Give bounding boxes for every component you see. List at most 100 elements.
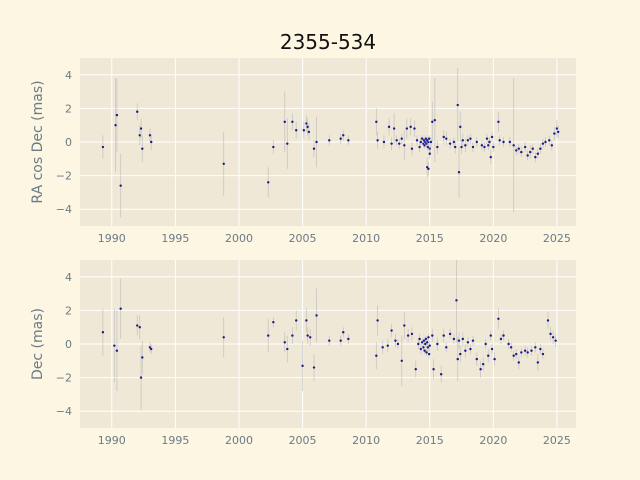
dec-data-point	[267, 334, 270, 337]
ra-data-point	[457, 171, 461, 174]
dec-data-point	[315, 314, 318, 317]
ra-panel: 1990 1995 2000 2005 2010 2015 2020 2025 −4 −2 0 2 4 R…	[30, 58, 576, 245]
dec-data-point	[113, 344, 116, 347]
ra-data-point	[295, 129, 298, 132]
dec-data-point	[119, 307, 122, 310]
dec-data-point	[328, 339, 331, 342]
dec-data-point	[339, 339, 342, 342]
ra-data-point	[420, 137, 424, 140]
ra-data-point	[424, 137, 428, 140]
ra-data-point	[534, 155, 537, 159]
dec-data-point	[222, 336, 225, 339]
dec-data-point	[448, 332, 452, 336]
ra-data-point	[488, 140, 491, 144]
dec-data-point	[403, 324, 406, 327]
dec-data-point	[456, 357, 459, 361]
ra-data-point	[272, 145, 275, 149]
dec-data-point	[150, 347, 153, 351]
ra-data-point	[291, 120, 294, 124]
dec-data-point	[427, 336, 430, 339]
dec-data-point	[138, 326, 141, 329]
dec-data-point	[520, 351, 523, 354]
ra-data-point	[139, 127, 143, 130]
dec-xtick-label: 2000	[225, 434, 253, 447]
dec-data-point	[347, 337, 350, 341]
ra-points	[101, 68, 560, 218]
ra-y-axis-label: RA cos Dec (mas)	[30, 80, 46, 203]
dec-data-point	[549, 332, 552, 336]
dec-data-point	[291, 334, 294, 337]
dec-ytick-label: 0	[65, 338, 72, 351]
ra-ytick-label: 2	[65, 102, 72, 115]
dec-panel: 1990 1995 2000 2005 2010 2015 2020 2025 −4 −2 0 2 4 D…	[30, 260, 576, 447]
dec-data-point	[301, 364, 304, 368]
dec-data-point	[419, 347, 423, 351]
dec-data-point	[457, 339, 461, 342]
ra-data-point	[305, 122, 308, 125]
dec-data-point	[375, 354, 378, 357]
dec-data-point	[376, 319, 379, 322]
dec-data-point	[136, 324, 139, 327]
ra-data-point	[410, 147, 414, 150]
dec-data-point	[305, 319, 308, 322]
dec-data-point	[400, 359, 403, 362]
ra-xtick-label: 1995	[161, 232, 189, 245]
dec-data-point	[423, 349, 426, 352]
ra-data-point	[526, 154, 529, 157]
ra-data-point	[487, 144, 490, 147]
dec-points	[101, 260, 557, 410]
dec-xtick-label: 2010	[352, 434, 380, 447]
ra-data-point	[328, 139, 331, 142]
dec-data-point	[475, 357, 478, 361]
ra-data-point	[498, 139, 501, 142]
dec-data-point	[546, 319, 550, 322]
ra-xtick-label: 2020	[479, 232, 507, 245]
dec-data-point	[523, 349, 527, 352]
dec-data-point	[431, 334, 434, 337]
ra-data-point	[141, 147, 144, 150]
ra-data-point	[427, 137, 431, 140]
ra-data-point	[456, 103, 459, 107]
dec-data-point	[489, 334, 492, 337]
dec-data-point	[493, 357, 496, 361]
dec-data-point	[541, 352, 545, 356]
dec-data-point	[424, 342, 427, 346]
ra-data-point	[222, 162, 225, 166]
ra-data-point	[302, 129, 306, 132]
dec-data-point	[286, 347, 289, 351]
ra-data-point	[539, 147, 542, 150]
dec-data-point	[295, 319, 298, 322]
dec-data-point	[425, 351, 428, 354]
ra-data-point	[286, 142, 289, 145]
ra-data-point	[400, 137, 403, 140]
ra-ytick-label: −4	[56, 203, 72, 216]
ra-data-point	[485, 137, 489, 140]
dec-data-point	[455, 299, 458, 302]
ra-data-point	[415, 139, 419, 142]
dec-xtick-label: 2025	[543, 434, 571, 447]
ra-data-point	[422, 139, 426, 142]
ra-data-point	[395, 139, 398, 142]
dec-data-point	[452, 337, 456, 341]
dec-data-point	[428, 344, 431, 347]
dec-data-point	[394, 339, 397, 342]
dec-data-point	[306, 334, 309, 337]
dec-data-point	[272, 320, 275, 324]
ra-data-point	[390, 142, 393, 145]
dec-y-axis-label: Dec (mas)	[30, 308, 46, 380]
ra-data-point	[520, 150, 523, 154]
dec-data-point	[536, 361, 540, 364]
ra-data-point	[508, 140, 512, 144]
dec-data-point	[502, 334, 505, 337]
dec-data-point	[466, 341, 470, 344]
dec-data-point	[512, 354, 515, 357]
dec-data-point	[459, 352, 462, 356]
ra-data-point	[418, 145, 421, 149]
dec-data-point	[507, 342, 510, 346]
dec-data-point	[283, 341, 286, 344]
dec-ytick-label: −4	[56, 405, 72, 418]
ra-ytick-label: −2	[56, 170, 72, 183]
ra-data-point	[497, 120, 500, 124]
ra-data-point	[502, 140, 505, 144]
dec-ytick-label: −2	[56, 372, 72, 385]
